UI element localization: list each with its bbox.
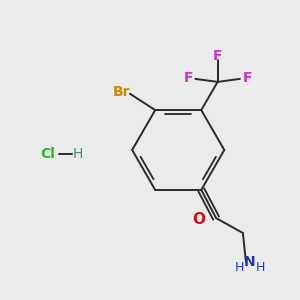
Text: O: O	[192, 212, 206, 227]
Text: H: H	[72, 148, 83, 161]
Text: H: H	[235, 261, 244, 274]
Text: N: N	[244, 255, 255, 269]
Text: Br: Br	[113, 85, 130, 99]
Text: H: H	[255, 261, 265, 274]
Text: F: F	[242, 71, 252, 85]
Text: F: F	[213, 49, 222, 63]
Text: F: F	[183, 71, 193, 85]
Text: Cl: Cl	[40, 148, 55, 161]
